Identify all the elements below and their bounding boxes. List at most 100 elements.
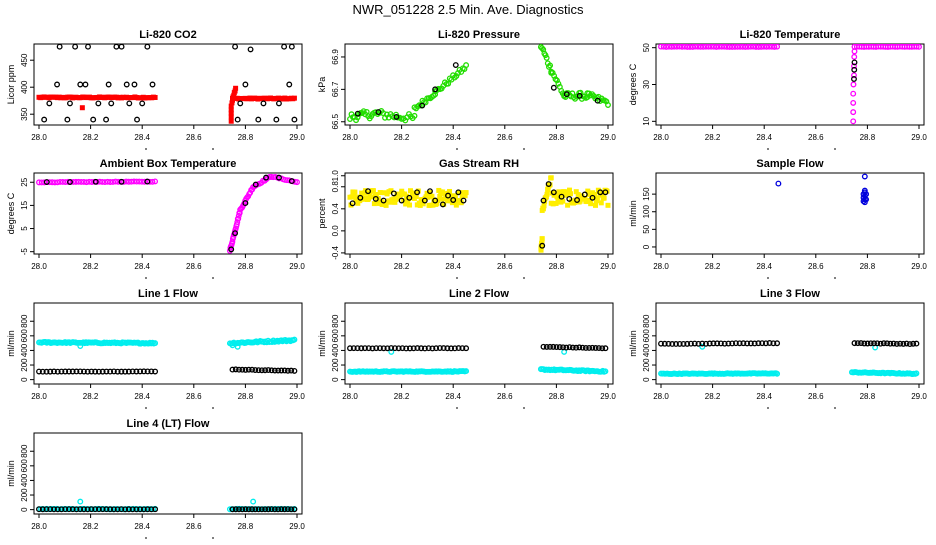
plot-area: [347, 343, 609, 375]
data-point-upper: [347, 345, 353, 352]
y-tick-label: 25: [20, 177, 29, 186]
y-tick-label: 350: [20, 107, 29, 121]
data-point-diagnostic: [450, 197, 457, 203]
data-point-diagnostic: [123, 81, 130, 88]
data-point-upper: [380, 345, 387, 352]
data-point-diagnostic: [439, 201, 446, 208]
data-point-sample: [550, 201, 556, 207]
data-point-sample: [291, 95, 297, 101]
data-point-sample: [747, 44, 754, 50]
data-point-lower: [95, 368, 102, 375]
data-point-lower: [239, 366, 246, 373]
data-point-sample: [233, 221, 240, 228]
data-point-black: [144, 506, 151, 513]
y-axis-label: kPa: [317, 77, 327, 93]
data-point-upper: [714, 340, 721, 347]
data-point-upper: [602, 345, 609, 352]
y-tick-label: 800: [20, 314, 29, 328]
data-point-sample: [766, 44, 773, 50]
data-point-sample: [592, 202, 598, 208]
data-point-sample: [539, 239, 545, 245]
data-point-sample: [540, 206, 546, 212]
data-point-sample: [395, 195, 401, 201]
data-point-sample: [594, 195, 600, 201]
data-point-sample: [577, 89, 584, 96]
data-point-black: [114, 506, 121, 513]
y-axis-label: ml/min: [628, 330, 638, 357]
panel-title: Line 4 (LT) Flow: [127, 418, 210, 430]
data-point-upper: [362, 345, 368, 352]
data-point-lower: [255, 367, 262, 374]
data-point-sample: [592, 191, 598, 197]
data-point-sample: [673, 44, 680, 50]
data-point-diagnostic: [252, 181, 259, 188]
data-point-sample: [434, 200, 440, 206]
data-point-sample: [584, 199, 590, 205]
data-point-upper: [418, 345, 425, 352]
data-point-diagnostic: [594, 97, 601, 104]
plot-frame: [33, 302, 303, 385]
data-point-black: [80, 506, 87, 513]
data-point-sample: [861, 173, 868, 180]
data-point-lower: [114, 368, 121, 375]
y-tick-label: -5: [20, 248, 29, 256]
data-point-sample: [231, 92, 237, 98]
data-point-black: [258, 506, 265, 513]
data-point-sample: [775, 180, 782, 187]
data-point-upper: [710, 340, 717, 347]
data-point-sample: [453, 202, 459, 208]
data-point-sample: [430, 202, 436, 208]
data-point-sample: [234, 219, 241, 226]
data-point-sample: [547, 62, 554, 69]
data-point-upper: [688, 340, 694, 347]
data-point-sample: [78, 178, 85, 185]
data-point-lower: [463, 368, 470, 375]
plot-frame: [344, 172, 614, 255]
data-point-black: [284, 506, 291, 513]
data-point-sample: [565, 202, 571, 208]
x-tick-label: 29.0: [600, 262, 616, 271]
data-point-upper: [403, 345, 410, 352]
data-point-black: [281, 506, 288, 513]
data-point-sample: [360, 108, 367, 115]
data-point-diagnostic: [574, 197, 580, 203]
data-point-sample: [605, 202, 611, 208]
y-tick-label: 50: [642, 43, 651, 52]
data-point-sample: [138, 178, 145, 185]
data-point-lower: [58, 368, 65, 375]
data-point-upper: [661, 340, 668, 347]
data-point-upper: [695, 340, 702, 347]
data-point-diagnostic: [64, 116, 71, 123]
data-point-diagnostic: [380, 197, 387, 204]
data-point-upper: [903, 340, 910, 347]
data-point-sample: [573, 189, 579, 195]
y-tick-label: 66.9: [331, 49, 340, 65]
data-point-diagnostic: [263, 174, 269, 181]
y-tick-label: 0: [20, 377, 29, 382]
data-point-upper: [717, 340, 724, 347]
panel-temperature: Li-820 Temperature degrees C 10 30 50 28.0 28.…: [628, 29, 927, 150]
data-point-sample: [575, 192, 581, 198]
data-point-sample: [41, 179, 48, 186]
data-point-sample: [59, 179, 66, 185]
data-point-upper: [599, 345, 606, 352]
data-point-lower: [103, 368, 110, 375]
x-tick-label: 28.8: [549, 392, 565, 401]
data-point-black: [291, 506, 298, 513]
data-point-sample: [768, 44, 775, 50]
data-point-sample: [381, 190, 387, 196]
data-point-sample: [863, 196, 870, 203]
data-point-lower: [99, 368, 106, 375]
data-point-cyan: [250, 498, 257, 505]
plot-area: [36, 173, 300, 254]
data-point-sample: [107, 179, 114, 185]
x-tick-label: 28.0: [31, 262, 47, 271]
data-point-lower: [133, 368, 140, 375]
x-tick-label: 28.6: [186, 133, 202, 142]
data-point-lower: [39, 368, 46, 375]
data-point-diagnostic: [118, 178, 125, 185]
data-point-upper: [560, 344, 567, 351]
data-point-sample: [700, 44, 707, 50]
data-point-diagnostic: [558, 193, 565, 200]
data-point-upper: [553, 344, 560, 350]
